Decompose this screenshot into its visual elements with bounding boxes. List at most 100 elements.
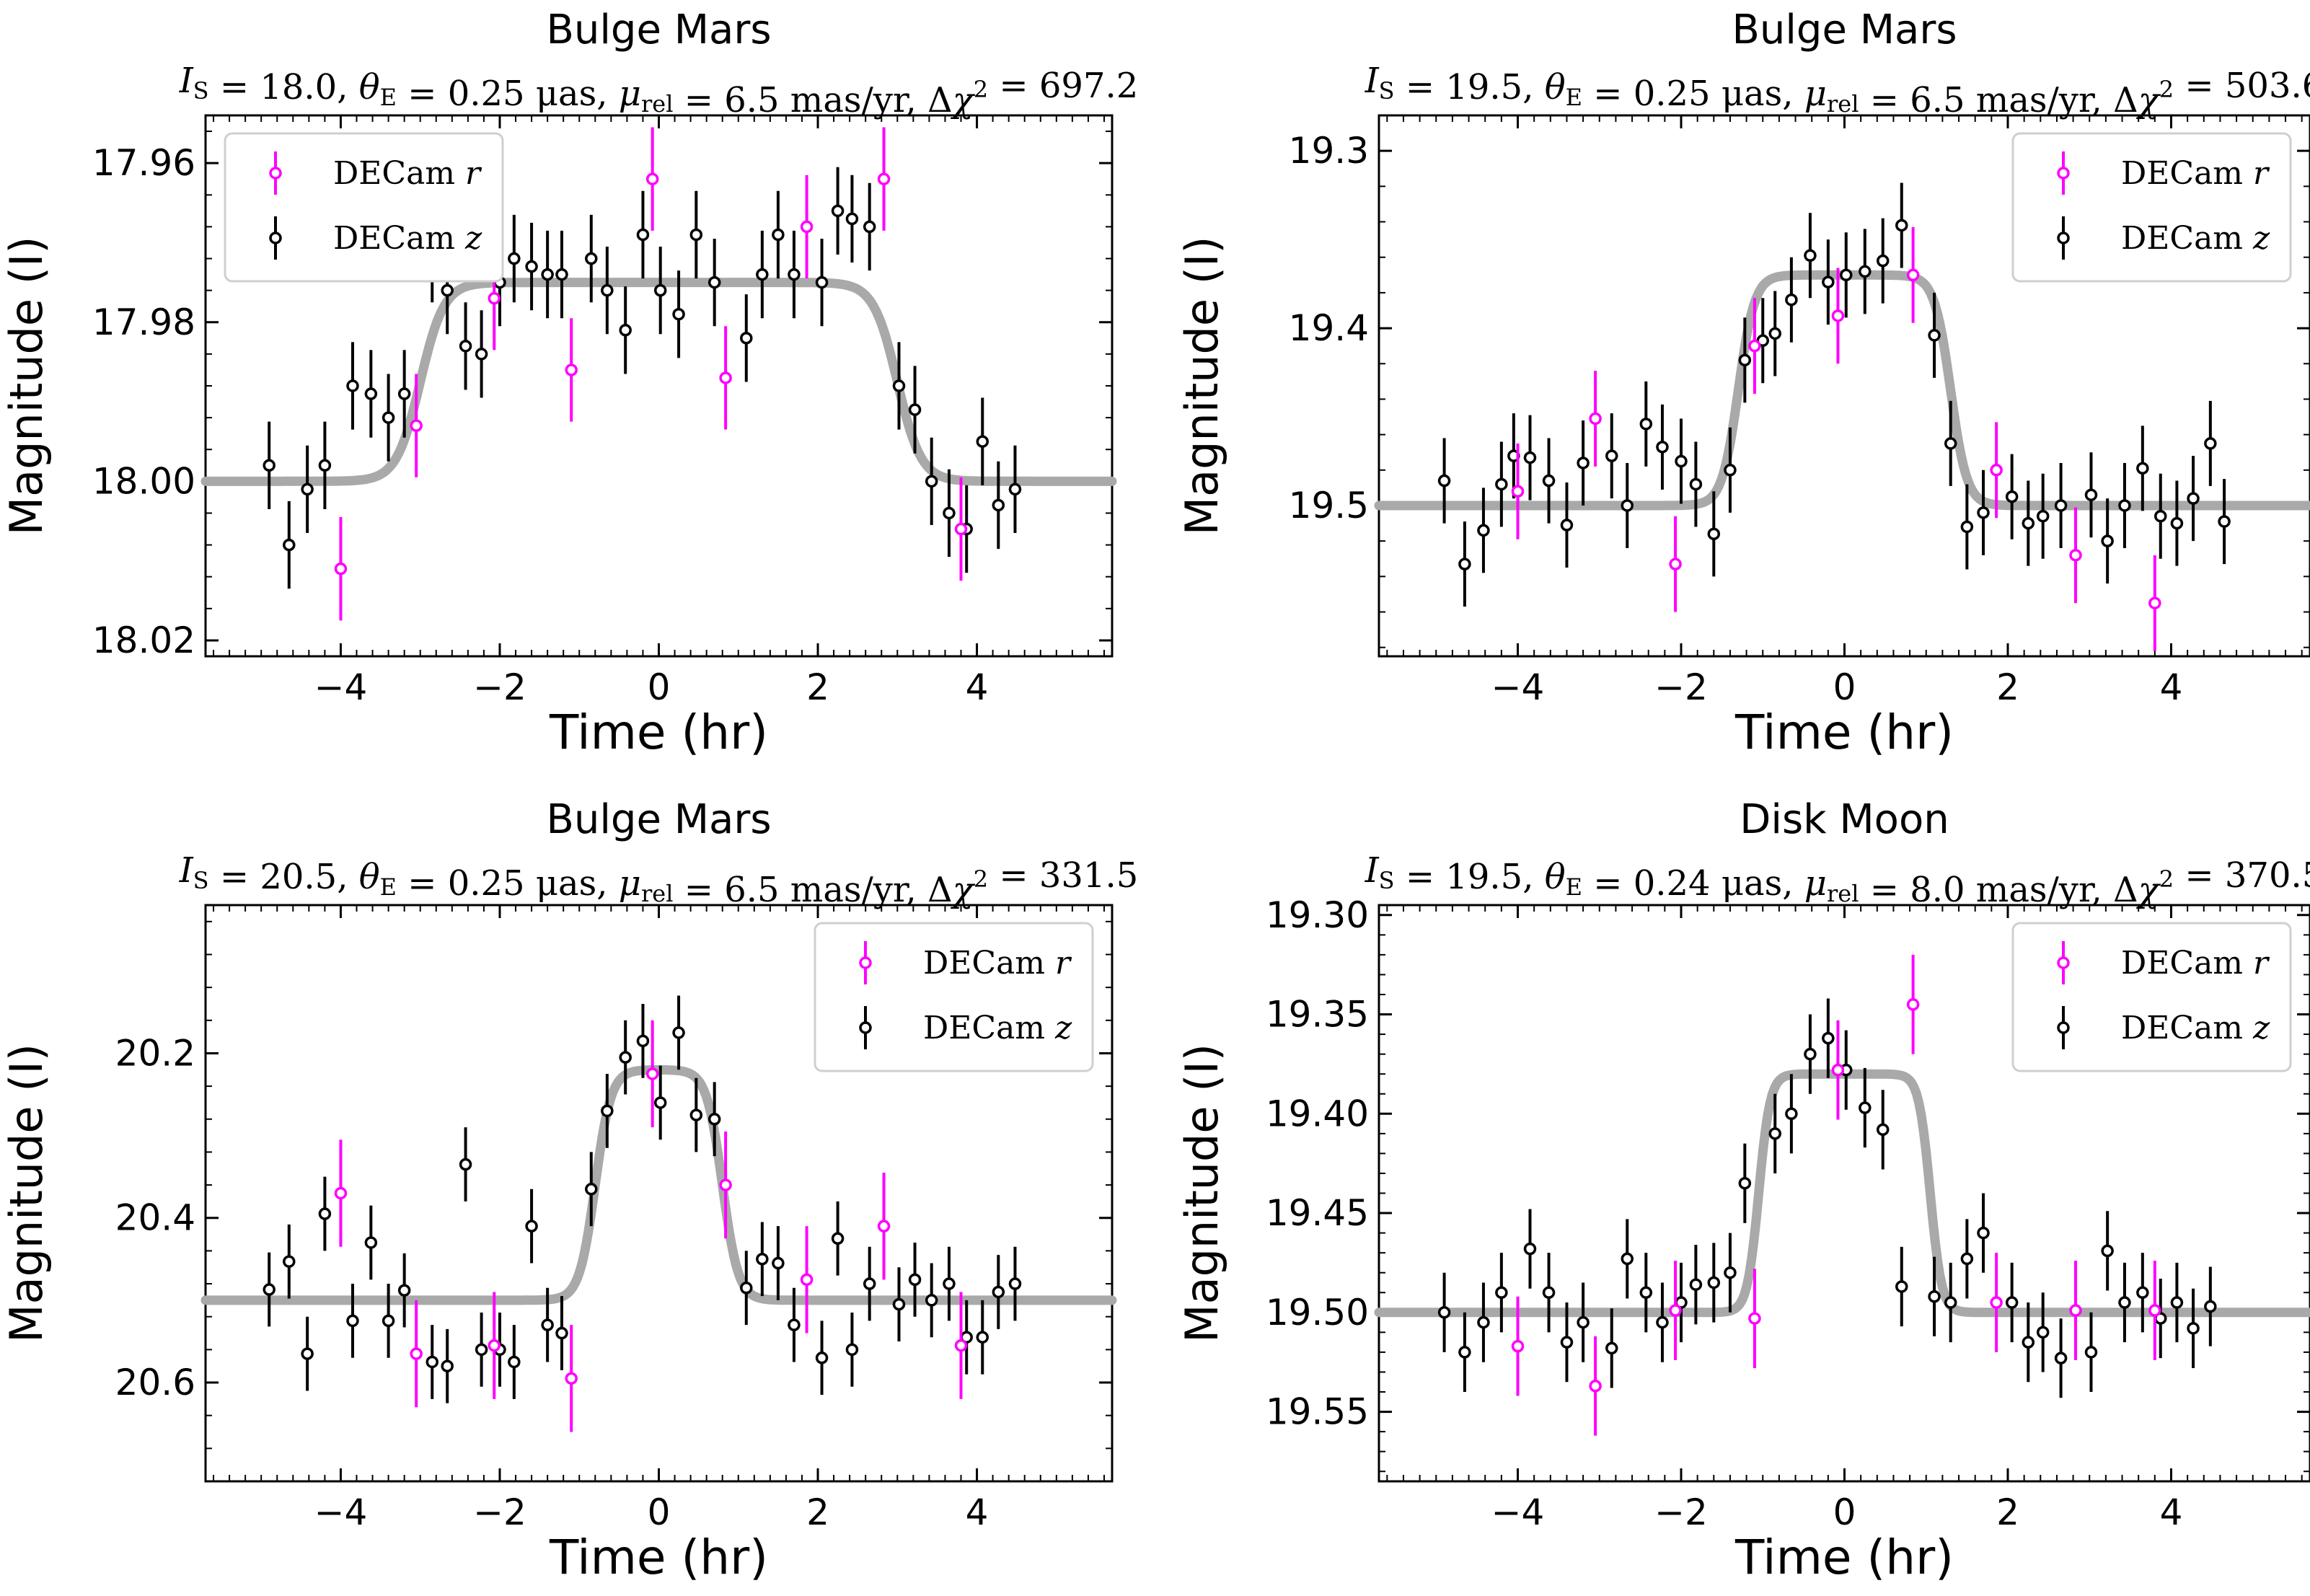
data-point [653,283,667,297]
data-point [1577,457,1590,469]
data-point [863,220,876,234]
y-tick-label: 19.35 [1266,994,1369,1036]
legend-label-space [455,220,465,257]
data-point [1589,412,1602,426]
data-point [1960,1252,1974,1266]
data-point [565,1372,578,1385]
data-point [1560,519,1574,532]
data-point [992,1285,1005,1299]
legend-marker [269,232,282,244]
data-point [2136,1286,2149,1300]
data-point [2084,1346,2098,1359]
legend-entry-z: DECam z [2057,216,2270,260]
legend-label-space [1045,945,1055,982]
legend-entry-z: DECam z [859,1006,1072,1049]
data-point [318,459,332,472]
data-point [992,498,1005,512]
legend-label-space [455,155,465,192]
model-curve [1374,1069,2310,1318]
data-point [555,268,568,281]
legend-label-main: DECam [2121,945,2243,982]
data-point [1804,249,1817,263]
legend-label-space [1045,1010,1055,1046]
data-point [301,1347,314,1360]
chart-subtitle: IS = 18.0, θE = 0.25 μas, μrel = 6.5 mas… [179,61,1139,120]
data-point [943,506,956,520]
series-decam-r [1511,954,2161,1436]
data-point [459,1158,472,1171]
data-point [318,1207,332,1220]
data-point [2187,492,2200,505]
panel-3: Bulge Mars IS = 20.5, θE = 0.25 μas, μrel… [0,796,1138,1585]
x-tick-label: −4 [1491,666,1545,708]
data-point [2054,1352,2068,1364]
data-point [2170,516,2184,530]
data-point [475,348,488,361]
x-tick-label: 4 [2160,1491,2183,1533]
legend-label-main: DECam [2121,220,2243,257]
data-point [585,1183,598,1196]
data-point [1960,520,1974,534]
data-point [1859,1101,1872,1114]
data-point [1906,998,1920,1011]
data-point [2218,515,2231,528]
data-point [719,1178,732,1191]
x-tick-label: 0 [1833,666,1856,708]
data-point [263,1283,275,1296]
y-tick-label: 19.55 [1266,1391,1369,1433]
x-tick-label: 4 [966,1491,989,1533]
data-point [756,268,769,281]
data-point [1477,1315,1490,1329]
data-point [1477,524,1490,537]
legend-label: DECam z [923,1010,1072,1046]
data-point [1669,557,1682,570]
data-point [2154,509,2167,523]
legend-label-band: r [465,155,482,192]
data-point [2204,437,2217,450]
data-point [719,371,732,384]
data-point [845,1343,859,1357]
legend-label: DECam r [923,945,1072,982]
x-axis-label: Time (hr) [1734,705,1954,760]
x-tick-label: −4 [314,666,368,708]
legend-entry-r: DECam r [2057,941,2270,984]
data-point [1589,1380,1602,1393]
data-point [1669,1304,1682,1317]
y-axis-label: Magnitude (I) [1176,1044,1228,1343]
data-point [1831,309,1845,322]
data-point [1689,1278,1703,1291]
data-point [2101,1244,2114,1258]
legend-label-band: r [1055,945,1072,982]
data-point [525,260,538,273]
data-point [1639,418,1653,431]
data-point [508,1355,521,1369]
data-point [2148,596,2161,609]
legend-label-main: DECam [333,220,455,257]
y-axis-label: Magnitude (I) [0,1044,53,1343]
data-point [740,332,753,345]
data-point [1831,1063,1845,1077]
legend-label-band: z [2252,220,2270,257]
data-point [1804,1047,1817,1061]
legend-label: DECam r [333,155,482,192]
legend-marker [859,956,872,969]
data-point [1707,1276,1721,1289]
data-point [346,1314,359,1328]
data-point [689,228,703,242]
data-point [555,1326,568,1340]
data-point [2101,534,2114,547]
legend-label-band: r [2253,945,2270,982]
data-point [1724,1266,1737,1279]
data-point [364,387,378,400]
data-point [1008,482,1022,496]
chart-subtitle: IS = 19.5, θE = 0.24 μas, μrel = 8.0 mas… [1365,850,2310,910]
legend-label-band: z [2252,1010,2270,1046]
data-point [1523,451,1537,464]
data-point [2118,499,2131,512]
y-tick-label: 19.4 [1289,307,1369,349]
data-point [2118,1296,2131,1309]
data-point [1785,1107,1798,1121]
legend-marker [2057,1021,2070,1034]
legend-box [2011,132,2292,283]
